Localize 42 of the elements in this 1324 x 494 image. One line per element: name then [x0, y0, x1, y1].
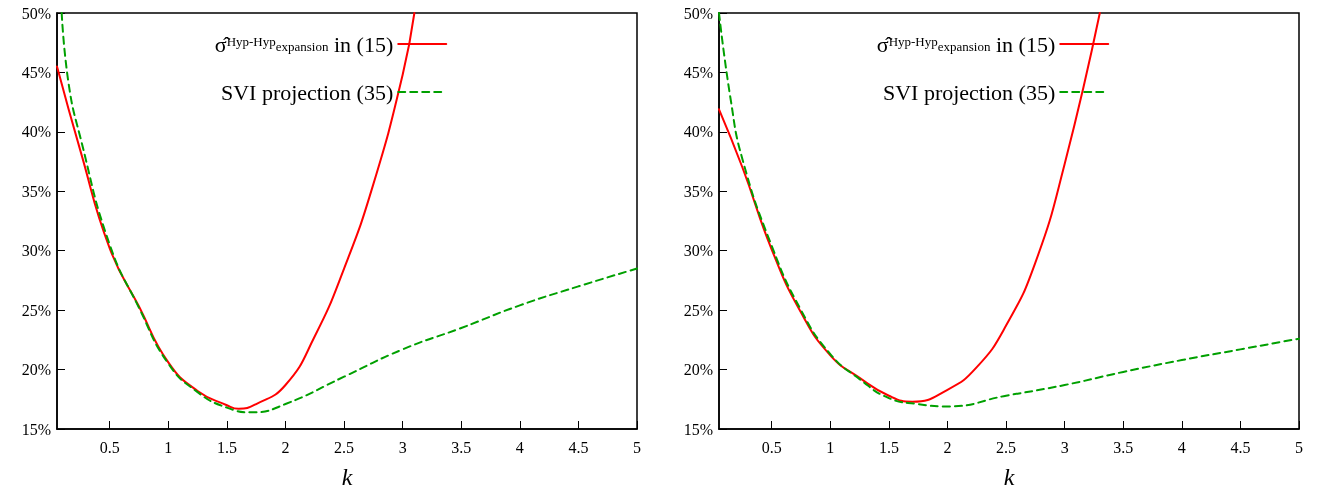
- y-tick-label: 20%: [21, 361, 51, 379]
- x-tick-label: 0.5: [99, 438, 120, 456]
- x-tick-label: 3: [1060, 438, 1069, 456]
- y-tick-label: 35%: [683, 182, 713, 200]
- x-axis-title: k: [341, 464, 353, 490]
- x-tick-label: 4: [1177, 438, 1186, 456]
- x-tick-label: 3.5: [1113, 438, 1134, 456]
- y-tick-label: 15%: [683, 420, 713, 438]
- y-tick-label: 25%: [21, 301, 51, 319]
- x-tick-label: 4: [515, 438, 524, 456]
- x-tick-label: 2: [943, 438, 952, 456]
- x-tick-label: 2.5: [334, 438, 355, 456]
- y-tick-label: 40%: [683, 123, 713, 141]
- x-tick-label: 2.5: [996, 438, 1017, 456]
- x-tick-label: 3: [398, 438, 407, 456]
- y-tick-label: 15%: [21, 420, 51, 438]
- y-tick-label: 50%: [683, 4, 713, 22]
- legend-label: SVI projection (35): [882, 79, 1056, 105]
- line-series: [60, 12, 638, 414]
- y-tick-label: 30%: [21, 242, 51, 260]
- y-tick-label: 45%: [21, 63, 51, 81]
- legend-label: SVI projection (35): [220, 79, 394, 105]
- y-tick-label: 30%: [683, 242, 713, 260]
- x-tick-label: 1: [826, 438, 835, 456]
- y-tick-label: 25%: [683, 301, 713, 319]
- y-tick-label: 35%: [21, 182, 51, 200]
- y-tick-label: 40%: [21, 123, 51, 141]
- x-tick-label: 1.5: [878, 438, 899, 456]
- x-tick-label: 1: [164, 438, 173, 456]
- x-tick-label: 4.5: [1230, 438, 1251, 456]
- y-tick-label: 45%: [683, 63, 713, 81]
- x-tick-label: 1.5: [216, 438, 237, 456]
- x-tick-label: 3.5: [451, 438, 472, 456]
- x-tick-label: 5: [633, 438, 641, 456]
- x-tick-label: 4.5: [568, 438, 589, 456]
- x-axis-title: k: [1003, 464, 1015, 490]
- y-tick-label: 20%: [683, 361, 713, 379]
- x-tick-label: 2: [281, 438, 290, 456]
- x-tick-label: 5: [1295, 438, 1303, 456]
- y-tick-label: 50%: [21, 4, 51, 22]
- x-tick-label: 0.5: [761, 438, 782, 456]
- line-series: [718, 12, 1300, 408]
